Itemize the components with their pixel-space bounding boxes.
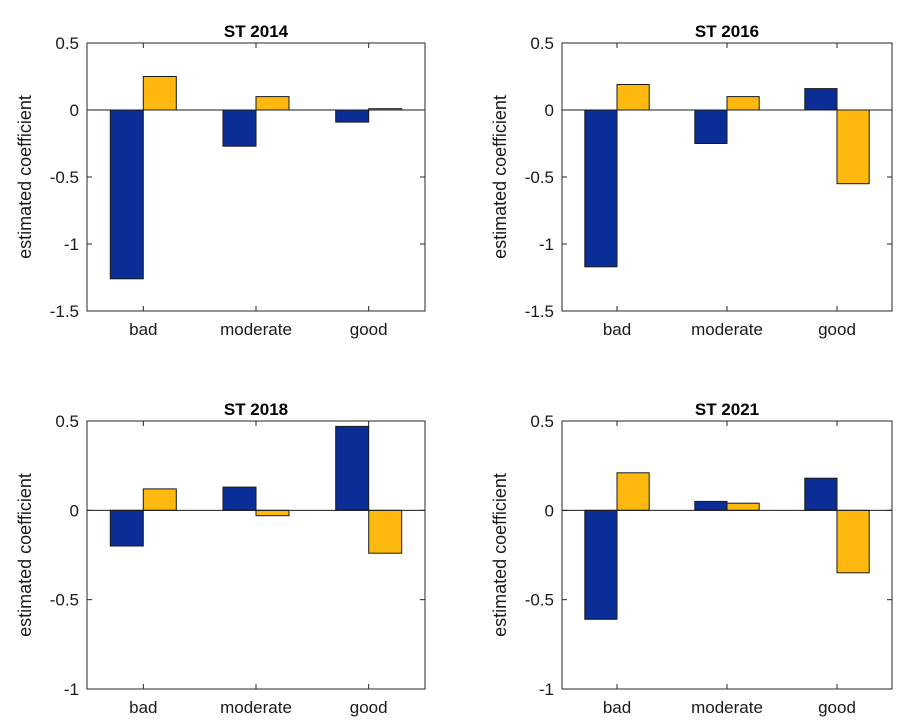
- bar-series-1-good: [335, 425, 370, 511]
- subplot-st-2016: -1.5 -1 -0.5 0 0.5 bad moderate good ST 2016 esti…: [490, 22, 893, 339]
- y-tick-label: 0.5: [530, 412, 554, 431]
- x-tick-label-bad: bad: [129, 320, 157, 339]
- chart-title: ST 2016: [695, 22, 759, 41]
- y-axis-label: estimated coefficient: [15, 473, 35, 637]
- y-tick-label: 0.5: [55, 34, 79, 53]
- bar-series-1-bad: [109, 509, 144, 547]
- x-tick-label-bad: bad: [603, 320, 631, 339]
- bar-series-2-good: [368, 509, 403, 554]
- chart-title: ST 2018: [224, 400, 288, 419]
- y-tick-label: -0.5: [525, 168, 554, 187]
- x-tick-label-good: good: [350, 698, 388, 717]
- y-tick-label: -1: [539, 680, 554, 699]
- chart-title: ST 2021: [695, 400, 759, 419]
- x-tick-label-bad: bad: [129, 698, 157, 717]
- bar-series-2-good: [836, 509, 870, 574]
- y-axis-label: estimated coefficient: [490, 473, 510, 637]
- bar-series-1-good: [335, 109, 370, 123]
- y-tick-label: 0: [545, 501, 554, 520]
- x-tick-label-good: good: [350, 320, 388, 339]
- x-tick-label-moderate: moderate: [691, 320, 763, 339]
- bar-series-2-bad: [616, 84, 650, 111]
- bar-series-1-moderate: [694, 109, 728, 144]
- y-tick-label: -1.5: [525, 302, 554, 321]
- bar-series-1-bad: [584, 509, 618, 620]
- subplot-st-2021: -1 -0.5 0 0.5 bad moderate good ST 2021 estimate…: [490, 400, 893, 717]
- bar-series-2-moderate: [726, 96, 760, 111]
- x-tick-label-bad: bad: [603, 698, 631, 717]
- y-tick-label: 0: [545, 101, 554, 120]
- x-tick-label-good: good: [818, 698, 856, 717]
- bar-series-2-bad: [616, 472, 650, 511]
- y-tick-label: 0.5: [530, 34, 554, 53]
- subplot-st-2018: -1 -0.5 0 0.5 bad moderate good ST 2018 estimate…: [15, 400, 426, 717]
- y-tick-label: 0.5: [55, 412, 79, 431]
- bar-series-1-good: [804, 477, 838, 511]
- chart-title: ST 2014: [224, 22, 289, 41]
- bar-series-2-bad: [142, 488, 177, 511]
- bar-series-1-bad: [109, 109, 144, 280]
- y-tick-label: -1: [539, 235, 554, 254]
- subplot-st-2014: -1.5 -1 -0.5 0 0.5 bad moderate good ST 2014 esti…: [15, 22, 426, 339]
- axes-box: [86, 420, 426, 690]
- bar-series-2-moderate: [255, 509, 290, 517]
- x-tick-label-moderate: moderate: [220, 698, 292, 717]
- x-tick-label-good: good: [818, 320, 856, 339]
- y-tick-label: -0.5: [525, 591, 554, 610]
- bar-series-2-moderate: [255, 96, 290, 111]
- y-axis-label: estimated coefficient: [15, 95, 35, 259]
- y-tick-label: -1: [64, 680, 79, 699]
- y-tick-label: 0: [70, 501, 79, 520]
- y-axis-label: estimated coefficient: [490, 95, 510, 259]
- bar-series-2-bad: [142, 76, 177, 111]
- y-tick-label: -1: [64, 235, 79, 254]
- bar-series-1-moderate: [694, 500, 728, 511]
- bar-series-2-good: [836, 109, 870, 185]
- bar-series-2-moderate: [726, 502, 760, 511]
- bar-series-1-good: [804, 88, 838, 111]
- bar-series-1-bad: [584, 109, 618, 268]
- x-tick-label-moderate: moderate: [691, 698, 763, 717]
- bar-series-1-moderate: [222, 486, 257, 511]
- y-tick-label: 0: [70, 101, 79, 120]
- y-tick-label: -0.5: [50, 591, 79, 610]
- bar-series-1-moderate: [222, 109, 257, 147]
- y-tick-label: -0.5: [50, 168, 79, 187]
- x-tick-label-moderate: moderate: [220, 320, 292, 339]
- y-tick-label: -1.5: [50, 302, 79, 321]
